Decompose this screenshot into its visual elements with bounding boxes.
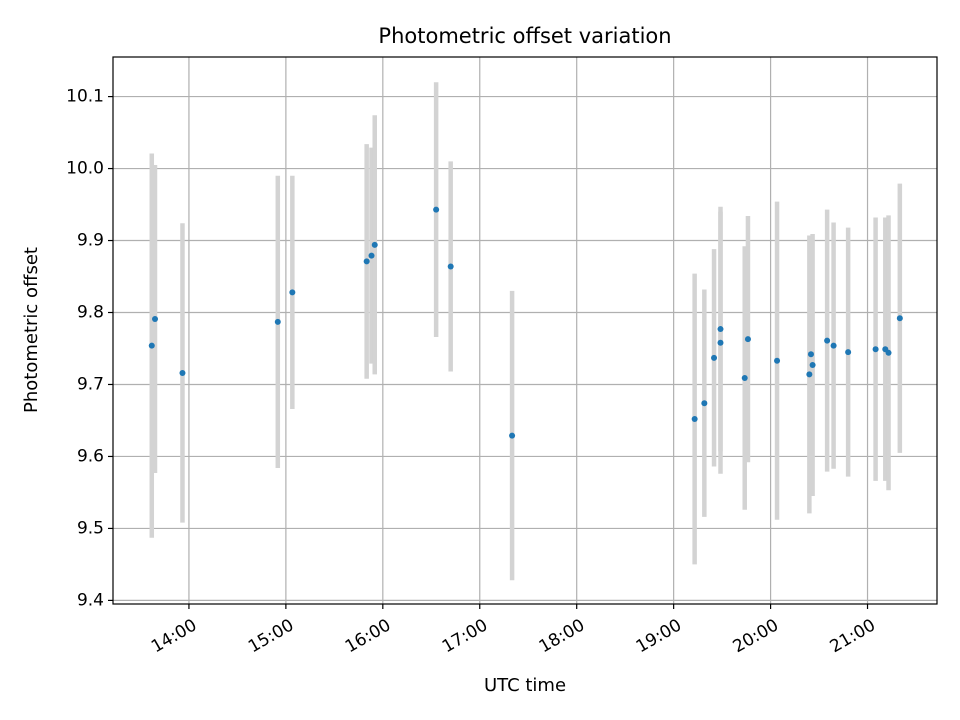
data-point	[701, 400, 708, 407]
y-tick-label: 9.9	[77, 231, 104, 251]
data-point	[509, 432, 516, 439]
y-tick-label: 9.5	[77, 518, 104, 538]
data-point	[872, 346, 879, 353]
data-point	[152, 315, 159, 322]
grid-layer	[113, 57, 937, 604]
data-point	[741, 375, 748, 382]
y-tick-label: 9.4	[77, 590, 104, 610]
data-point	[824, 337, 831, 344]
data-point	[885, 349, 892, 356]
y-tick-label: 9.6	[77, 446, 104, 466]
y-tick-label: 9.8	[77, 303, 104, 323]
data-point	[830, 342, 837, 349]
data-point	[806, 371, 813, 378]
data-point	[691, 416, 698, 423]
data-point	[711, 354, 718, 361]
x-axis-title: UTC time	[484, 675, 566, 696]
data-point	[179, 369, 186, 376]
plot-frame	[112, 56, 938, 605]
data-point	[447, 263, 454, 270]
y-axis-title: Photometric offset	[21, 247, 42, 413]
data-point	[371, 241, 378, 248]
data-point	[774, 357, 781, 364]
y-tick-label: 9.7	[77, 374, 104, 394]
data-point	[809, 362, 816, 369]
data-point	[363, 258, 370, 265]
data-point	[368, 252, 375, 259]
plot-area	[113, 57, 937, 604]
data-point	[274, 318, 281, 325]
data-point	[807, 351, 814, 358]
point-layer	[148, 206, 903, 439]
y-tick-label: 10.0	[66, 159, 104, 179]
data-point	[148, 342, 155, 349]
chart-title: Photometric offset variation	[378, 24, 671, 48]
data-point	[433, 206, 440, 213]
data-point	[289, 289, 296, 296]
data-point	[717, 326, 724, 333]
data-point	[717, 339, 724, 346]
data-point	[845, 349, 852, 356]
y-tick-label: 10.1	[66, 87, 104, 107]
data-point	[744, 336, 751, 343]
data-point	[896, 315, 903, 322]
